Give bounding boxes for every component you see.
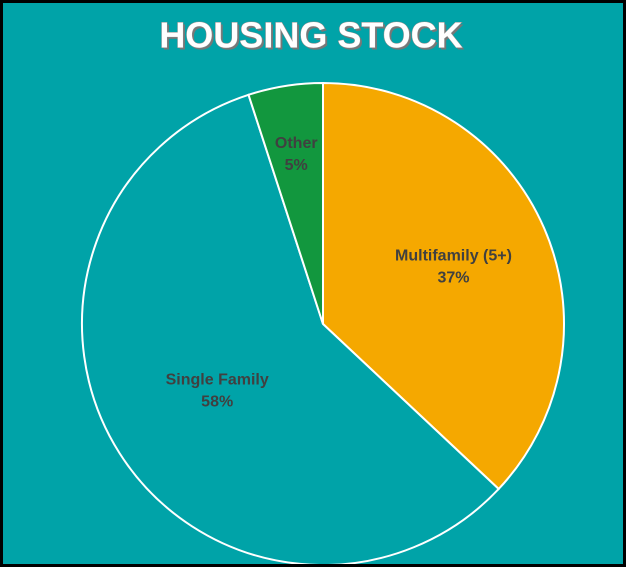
pie-slice xyxy=(322,81,565,491)
pie xyxy=(81,81,565,564)
slice-value: 37% xyxy=(437,270,469,287)
slice-value: 5% xyxy=(285,157,308,174)
pie-slice xyxy=(247,81,324,325)
pie-slice xyxy=(81,93,501,564)
title-shadow: HOUSING STOCK xyxy=(161,17,464,58)
slice-label: Single Family xyxy=(166,371,269,388)
slice-label: Other xyxy=(275,135,318,152)
slice-value: 58% xyxy=(201,393,233,410)
slice-label: Multifamily (5+) xyxy=(395,248,512,265)
chart-title: HOUSING STOCK xyxy=(159,15,462,56)
